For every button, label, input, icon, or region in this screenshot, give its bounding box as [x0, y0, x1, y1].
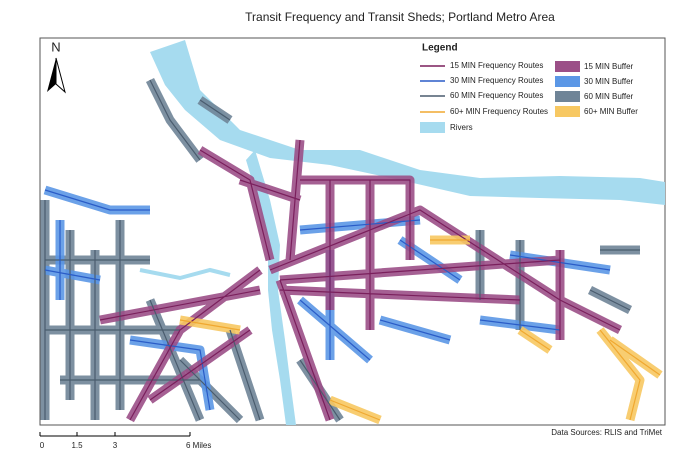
scale-label: 3: [113, 441, 118, 450]
columbia-river: [150, 40, 665, 205]
north-label: N: [51, 39, 60, 54]
tualatin-river: [139, 267, 231, 281]
legend-swatch: [555, 106, 580, 117]
legend-label: 60+ MIN Frequency Routes: [450, 107, 548, 116]
legend-label: 15 MIN Buffer: [584, 62, 634, 71]
map-layers: [40, 40, 665, 425]
transit-route: [99, 139, 621, 421]
legend-label: Rivers: [450, 123, 473, 132]
arrow-right: [55, 57, 66, 94]
legend-swatch: [420, 122, 445, 133]
legend-title: Legend: [422, 43, 458, 54]
arrow-left: [47, 58, 56, 92]
data-source: Data Sources: RLIS and TriMet: [551, 428, 662, 437]
legend-label: 15 MIN Frequency Routes: [450, 61, 543, 70]
willamette-river: [246, 150, 296, 425]
legend-label: 60+ MIN Buffer: [584, 107, 638, 116]
legend-swatch: [555, 76, 580, 87]
transit-route: [149, 79, 640, 421]
scale-bar: 0 1.5 3 6 Miles: [39, 432, 211, 450]
legend-label: 30 MIN Buffer: [584, 77, 634, 86]
transit-route: [179, 239, 661, 421]
legend-box: [412, 40, 664, 140]
legend-swatch: [555, 91, 580, 102]
north-arrow: N: [47, 39, 66, 94]
scale-label: 1.5: [71, 441, 83, 450]
legend-label: 60 MIN Frequency Routes: [450, 91, 543, 100]
legend: Legend 15 MIN Frequency Routes 30 MIN Fr…: [412, 40, 664, 140]
map-title: Transit Frequency and Transit Sheds; Por…: [245, 10, 555, 24]
scale-label: 6 Miles: [186, 441, 211, 450]
legend-label: 60 MIN Buffer: [584, 92, 634, 101]
legend-label: 30 MIN Frequency Routes: [450, 76, 543, 85]
transit-route: [44, 200, 241, 421]
legend-swatch: [555, 61, 580, 72]
scale-label: 0: [40, 441, 45, 450]
